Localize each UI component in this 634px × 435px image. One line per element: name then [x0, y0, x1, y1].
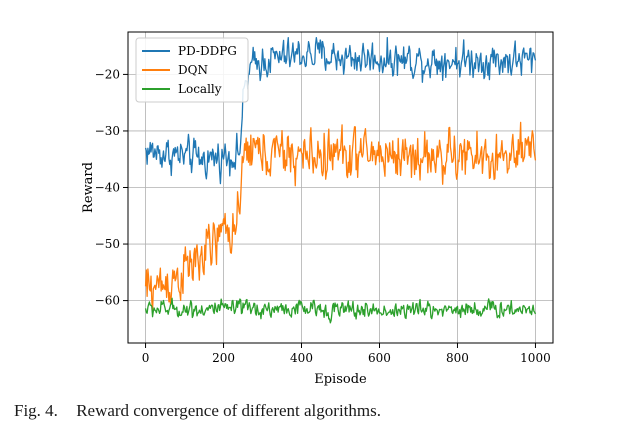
caption-text: Reward convergence of different algorith…: [76, 401, 381, 420]
y-axis-ticks: −60 −50 −40 −30 −20: [95, 67, 128, 308]
x-axis-ticks: 0 200 400 600 800 1000: [142, 343, 551, 365]
series-lines: [144, 37, 537, 324]
x-tick-label: 200: [212, 351, 235, 365]
x-axis-label: Episode: [314, 372, 367, 387]
legend-label: DQN: [178, 63, 208, 77]
x-tick-label: 600: [368, 351, 391, 365]
legend-box: [135, 37, 249, 103]
x-tick-label: 1000: [520, 351, 551, 365]
figure-caption: Fig. 4. Reward convergence of different …: [14, 401, 624, 421]
series-line-locally: [144, 297, 537, 324]
y-tick-label: −60: [95, 294, 120, 308]
x-tick-label: 0: [142, 351, 150, 365]
legend-label: Locally: [178, 82, 222, 96]
x-tick-label: 800: [446, 351, 469, 365]
caption-label: Fig. 4.: [14, 401, 58, 420]
legend: PD-DDPG DQN Locally: [135, 37, 249, 103]
y-tick-label: −30: [95, 124, 120, 138]
y-tick-label: −40: [95, 181, 120, 195]
series-line-pd-ddpg: [144, 37, 537, 185]
y-axis-label: Reward: [81, 162, 96, 213]
y-tick-label: −20: [95, 67, 120, 81]
y-tick-label: −50: [95, 237, 120, 251]
legend-label: PD-DDPG: [178, 44, 237, 58]
series-line-dqn: [144, 121, 537, 313]
x-tick-label: 400: [290, 351, 313, 365]
